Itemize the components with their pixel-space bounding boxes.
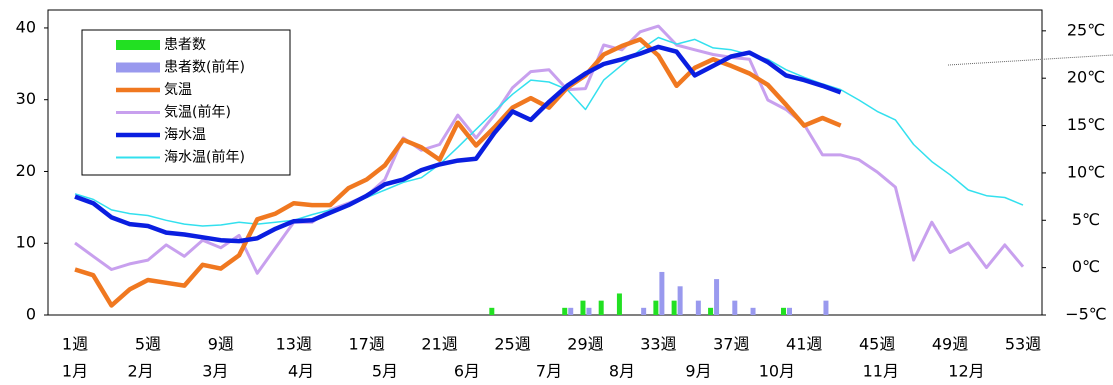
month-label: 7月 — [536, 362, 562, 381]
legend-swatch — [116, 62, 160, 73]
bar — [732, 300, 738, 315]
bar — [489, 307, 495, 315]
x-tick-label: 45週 — [859, 335, 895, 354]
y-tick-label: 40 — [16, 17, 36, 36]
x-tick-label: 13週 — [276, 335, 312, 354]
y-tick-label: 30 — [16, 89, 36, 108]
plot-frame — [47, 9, 1043, 316]
legend-box — [81, 29, 291, 176]
x-tick-label: 17週 — [349, 335, 385, 354]
legend-swatch — [116, 40, 160, 50]
bar — [653, 300, 659, 315]
legend-label: 海水温 — [164, 127, 206, 143]
y2-tick-label: 20℃ — [1067, 68, 1105, 87]
y-tick-label: 20 — [16, 161, 36, 180]
y2-tick-label: 10℃ — [1067, 162, 1105, 181]
legend-label: 気温(前年) — [164, 104, 231, 121]
bar — [695, 300, 701, 315]
y2-tick-label: 5℃ — [1072, 210, 1100, 229]
bar — [641, 307, 647, 315]
y-tick-label: 10 — [16, 233, 36, 252]
legend-label: 気温 — [164, 82, 192, 98]
legend-label: 患者数(前年) — [164, 59, 245, 76]
y2-tick-label: 15℃ — [1067, 115, 1105, 134]
y2-tick-label: −5℃ — [1065, 305, 1107, 324]
bar — [708, 307, 714, 315]
x-tick-label: 49週 — [932, 335, 968, 354]
x-tick-label: 41週 — [786, 335, 822, 354]
x-tick-label: 37週 — [713, 335, 749, 354]
x-tick-label: 33週 — [640, 335, 676, 354]
decoration-line — [947, 54, 1113, 66]
legend-label: 海水温(前年) — [164, 149, 245, 166]
month-label: 4月 — [288, 362, 314, 381]
bar — [823, 300, 829, 315]
legend-label: 患者数 — [164, 37, 206, 53]
y2-tick-label: 0℃ — [1072, 257, 1100, 276]
y2-tick-label: 25℃ — [1067, 20, 1105, 39]
line — [74, 44, 842, 244]
month-label: 10月 — [759, 362, 795, 381]
bar — [659, 271, 665, 315]
bar — [586, 307, 592, 315]
bar — [714, 279, 720, 315]
month-label: 8月 — [609, 362, 635, 381]
x-tick-label: 9週 — [208, 335, 234, 354]
bar — [598, 300, 604, 315]
x-tick-label: 29週 — [567, 335, 603, 354]
bar — [750, 307, 756, 315]
x-tick-label: 5週 — [135, 335, 161, 354]
line — [74, 37, 842, 308]
bar — [568, 307, 574, 315]
x-tick-label: 53週 — [1005, 335, 1041, 354]
month-label: 2月 — [128, 362, 154, 381]
bar — [677, 286, 683, 315]
month-label: 6月 — [454, 362, 480, 381]
x-tick-label: 1週 — [62, 335, 88, 354]
bar — [781, 307, 786, 315]
line — [74, 36, 1024, 227]
month-label: 12月 — [948, 362, 984, 381]
y-tick-label: 0 — [26, 305, 36, 324]
x-tick-label: 21週 — [421, 335, 457, 354]
plot: 0 10 20 30 40 −5℃ 0℃ 5℃ 10℃ 15℃ 20℃ 25℃ 1週 5週 9週 13週 17週… — [16, 17, 1107, 380]
month-label: 11月 — [863, 362, 899, 381]
month-label: 1月 — [62, 362, 88, 381]
bar — [562, 307, 568, 315]
x-tick-label: 25週 — [494, 335, 530, 354]
month-label: 5月 — [372, 362, 398, 381]
bar — [616, 293, 622, 315]
bar — [580, 300, 586, 315]
bar — [787, 307, 792, 315]
bar — [671, 300, 677, 315]
month-label: 3月 — [202, 362, 228, 381]
month-label: 9月 — [685, 362, 711, 381]
